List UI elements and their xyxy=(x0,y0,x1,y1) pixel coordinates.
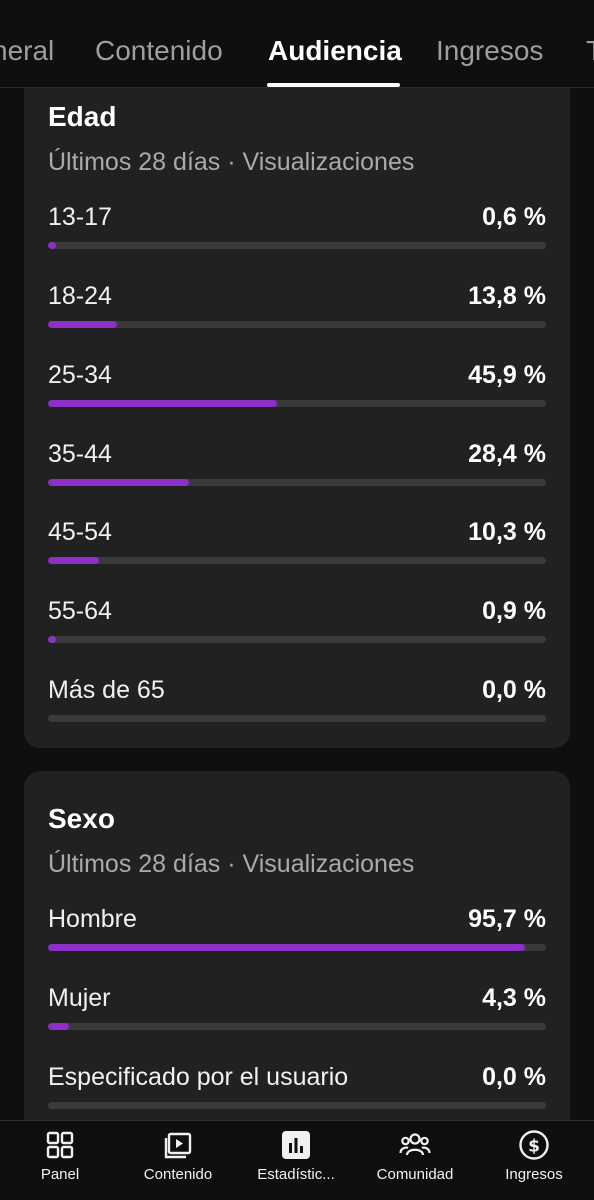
community-icon xyxy=(399,1133,431,1156)
analytics-icon xyxy=(282,1131,310,1159)
svg-text:$: $ xyxy=(528,1137,540,1157)
nav-label: Estadístic... xyxy=(257,1166,335,1183)
row-label: Más de 65 xyxy=(48,676,165,704)
bottom-nav: Panel Contenido Estadístic... xyxy=(0,1120,594,1200)
tab-next[interactable]: T xyxy=(586,34,594,68)
tab-bar: neral Contenido Audiencia Ingresos T xyxy=(0,0,594,88)
bar-track xyxy=(48,715,546,722)
row-value: 0,6 % xyxy=(482,203,546,231)
dashboard-icon xyxy=(46,1131,74,1159)
nav-label: Ingresos xyxy=(505,1166,563,1183)
row-label: Hombre xyxy=(48,905,137,933)
bar-track xyxy=(48,636,546,643)
row-value: 0,0 % xyxy=(482,676,546,704)
age-card-title: Edad xyxy=(48,101,117,132)
bar-track xyxy=(48,400,546,407)
bar-fill xyxy=(48,1023,70,1030)
bar-fill xyxy=(48,321,117,328)
bar-track xyxy=(48,1102,546,1109)
nav-ingresos[interactable]: $ Ingresos xyxy=(475,1121,593,1200)
tab-audiencia[interactable]: Audiencia xyxy=(268,35,402,66)
row-label: 13-17 xyxy=(48,203,112,231)
bar-fill xyxy=(48,242,56,249)
row-value: 28,4 % xyxy=(468,440,546,468)
tab-ingresos[interactable]: Ingresos xyxy=(436,35,544,66)
row-value: 45,9 % xyxy=(468,361,546,389)
age-row-18-24: 18-24 13,8 % xyxy=(48,281,546,331)
nav-estadisticas[interactable]: Estadístic... xyxy=(237,1121,355,1200)
row-label: Especificado por el usuario xyxy=(48,1063,349,1091)
row-value: 13,8 % xyxy=(468,282,546,310)
row-label: 25-34 xyxy=(48,361,112,389)
sex-row-hombre: Hombre 95,7 % xyxy=(48,904,546,954)
sex-card-title: Sexo xyxy=(48,803,115,834)
sex-row-specified: Especificado por el usuario 0,0 % xyxy=(48,1062,546,1112)
tab-contenido[interactable]: Contenido xyxy=(95,35,223,66)
row-value: 4,3 % xyxy=(482,984,546,1012)
sex-row-mujer: Mujer 4,3 % xyxy=(48,983,546,1033)
bar-track xyxy=(48,944,546,951)
row-label: Mujer xyxy=(48,984,111,1012)
row-label: 35-44 xyxy=(48,440,112,468)
bar-fill xyxy=(48,479,190,486)
bar-track xyxy=(48,1023,546,1030)
content-icon xyxy=(164,1132,192,1159)
row-label: 55-64 xyxy=(48,597,112,625)
bar-fill xyxy=(48,557,100,564)
row-label: 18-24 xyxy=(48,282,112,310)
nav-label: Panel xyxy=(40,1166,80,1183)
bar-track xyxy=(48,242,546,249)
bar-fill xyxy=(48,400,277,407)
bar-fill xyxy=(48,944,525,951)
age-row-35-44: 35-44 28,4 % xyxy=(48,439,546,489)
row-label: 45-54 xyxy=(48,518,112,546)
row-value: 0,9 % xyxy=(482,597,546,625)
age-row-25-34: 25-34 45,9 % xyxy=(48,360,546,410)
bar-track xyxy=(48,557,546,564)
sex-card: Sexo Últimos 28 días · Visualizaciones H… xyxy=(24,771,570,1151)
nav-label: Contenido xyxy=(143,1166,213,1183)
sex-card-subtitle: Últimos 28 días · Visualizaciones xyxy=(48,850,415,878)
row-value: 0,0 % xyxy=(482,1063,546,1091)
bar-track xyxy=(48,479,546,486)
bar-fill xyxy=(48,636,56,643)
bar-track xyxy=(48,321,546,328)
earn-icon: $ xyxy=(519,1130,549,1160)
age-card-subtitle: Últimos 28 días · Visualizaciones xyxy=(48,148,415,176)
active-tab-indicator xyxy=(267,83,400,87)
tab-general[interactable]: neral xyxy=(0,35,55,66)
age-card: Edad Últimos 28 días · Visualizaciones 1… xyxy=(24,60,570,748)
nav-label: Comunidad xyxy=(376,1166,454,1183)
nav-panel[interactable]: Panel xyxy=(1,1121,119,1200)
age-row-55-64: 55-64 0,9 % xyxy=(48,596,546,646)
row-value: 10,3 % xyxy=(468,518,546,546)
age-row-65-plus: Más de 65 0,0 % xyxy=(48,675,546,725)
nav-comunidad[interactable]: Comunidad xyxy=(356,1121,474,1200)
age-row-45-54: 45-54 10,3 % xyxy=(48,517,546,567)
row-value: 95,7 % xyxy=(468,905,546,933)
nav-contenido[interactable]: Contenido xyxy=(119,1121,237,1200)
age-row-13-17: 13-17 0,6 % xyxy=(48,202,546,252)
